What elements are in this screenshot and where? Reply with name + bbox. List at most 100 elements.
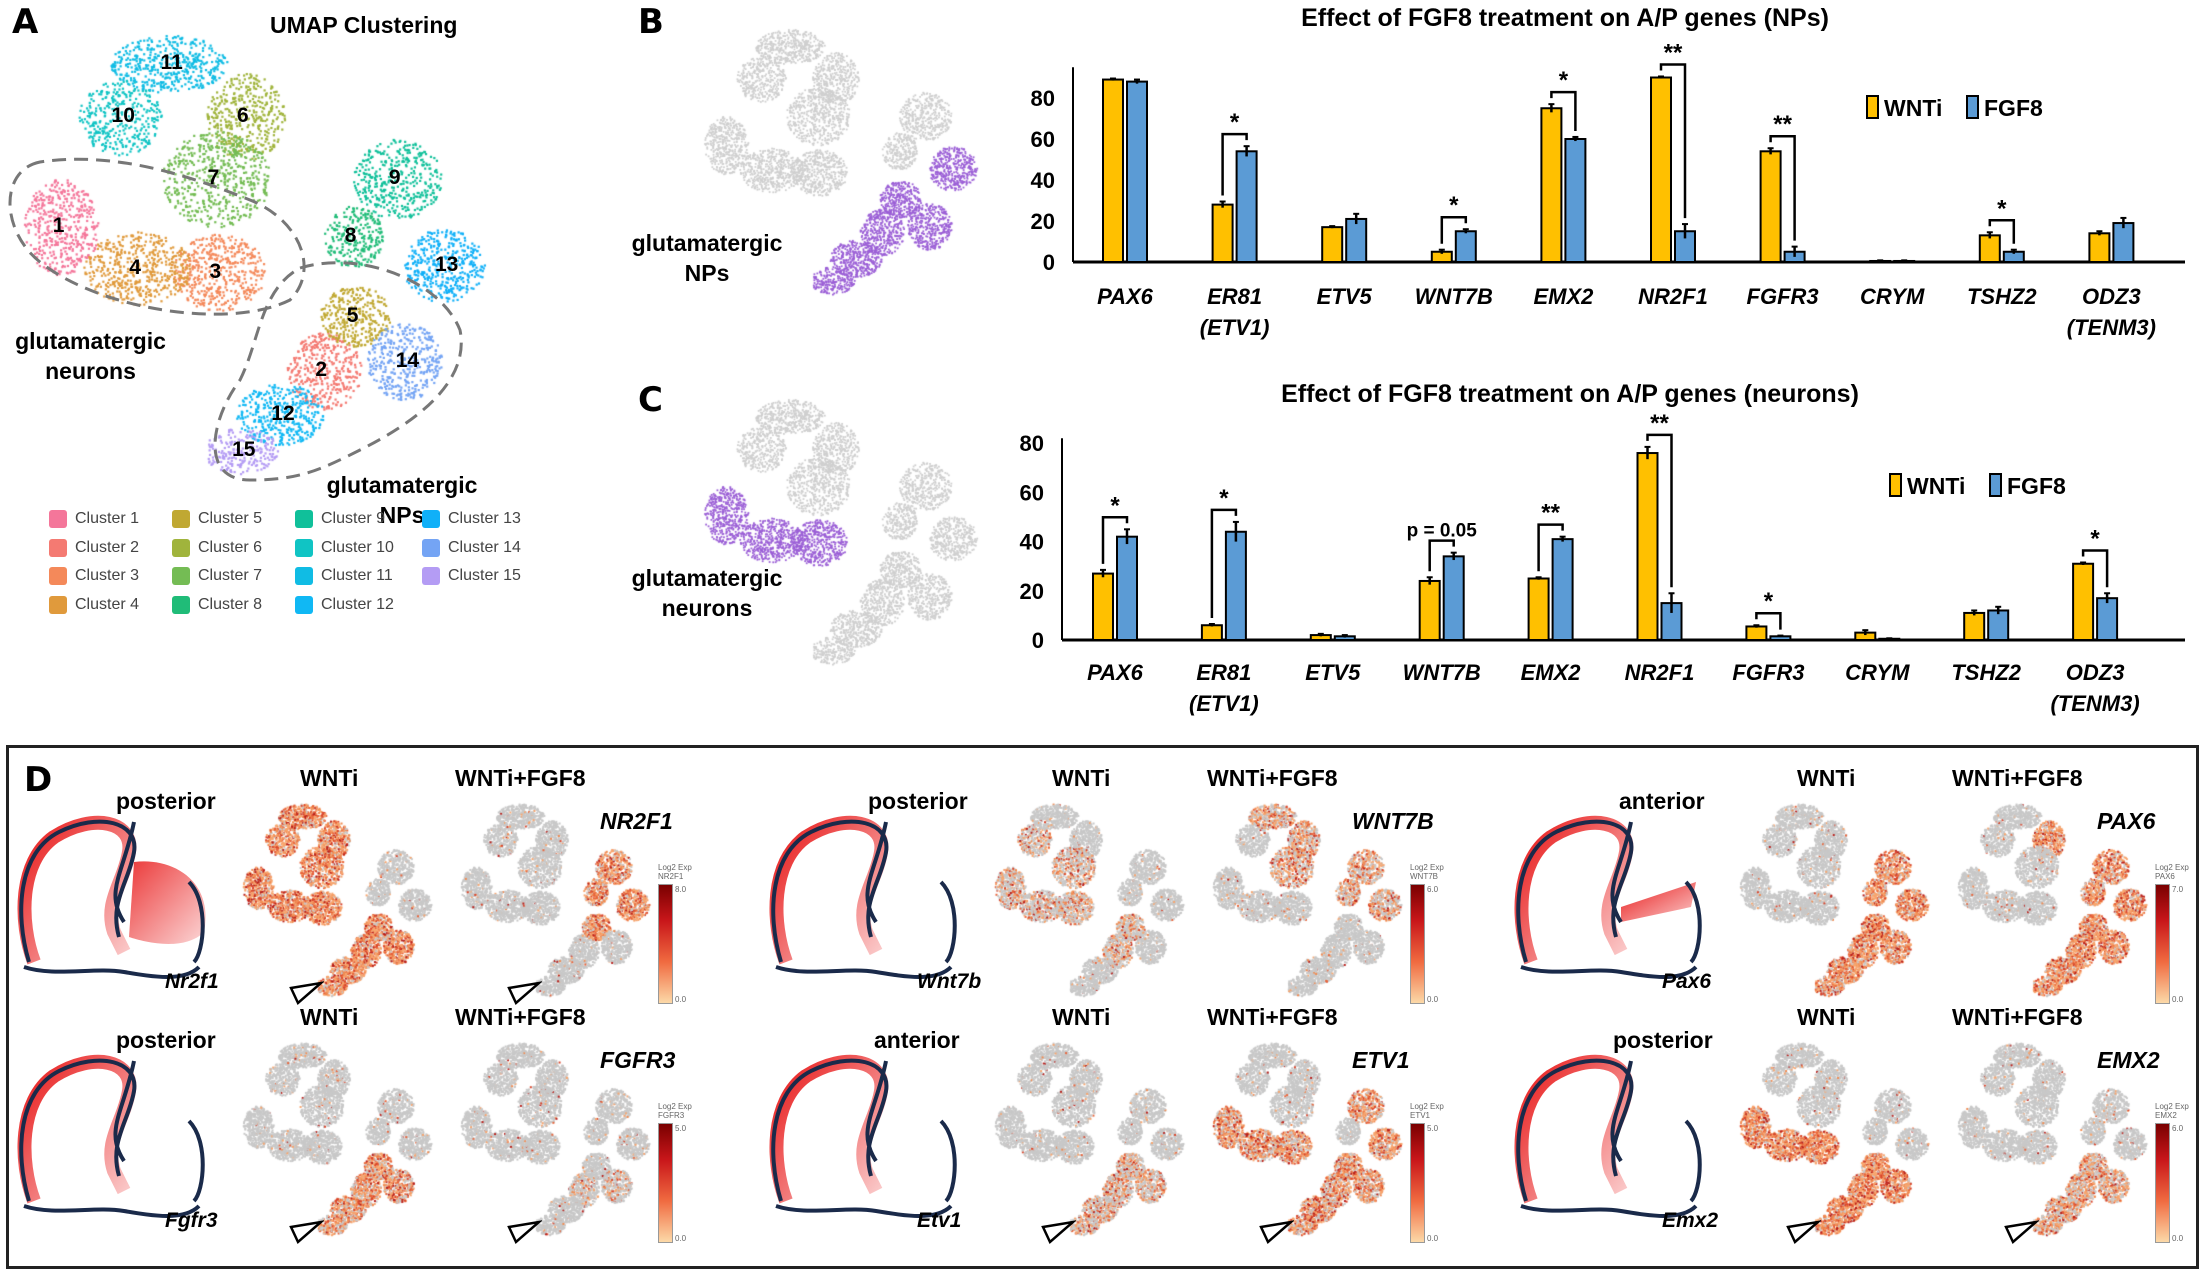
- significance-bracket: [1101, 516, 1129, 564]
- category-sublabel: (ETV1): [1200, 315, 1270, 340]
- brain-schematic-fgfr3: [17, 1054, 205, 1218]
- legend-item-cluster: Cluster 4: [49, 595, 140, 614]
- neuron-ap-genes-bar-chart: Effect of FGF8 treatment on A/P genes (n…: [1020, 380, 2185, 716]
- condition-wnti-fgf8-title: WNTi+FGF8: [1207, 1004, 1338, 1030]
- legend-item-cluster: Cluster 12: [295, 595, 394, 614]
- legend-item-cluster: Cluster 6: [172, 538, 262, 557]
- wnti-fgf8-expression-umap: [1198, 792, 1408, 1007]
- chart-title: Effect of FGF8 treatment on A/P genes (n…: [1281, 380, 1859, 408]
- region-label: anterior: [874, 1027, 960, 1053]
- legend-item-cluster: Cluster 11: [295, 567, 393, 585]
- wnti-expression-umap: [1725, 1031, 1935, 1246]
- significance-bracket: [1440, 215, 1468, 244]
- colorbar-min: 0.0: [1427, 995, 1439, 1004]
- region-label: posterior: [1613, 1027, 1713, 1053]
- y-tick-label: 20: [1020, 579, 1044, 604]
- legend-item-cluster: Cluster 9: [295, 510, 385, 528]
- legend-swatch: [49, 595, 67, 614]
- y-tick-label: 60: [1020, 480, 1044, 505]
- colorbar-title: Log2 Exp: [2155, 863, 2189, 872]
- mouse-gene-label: Etv1: [917, 1209, 962, 1232]
- colorbar-title: Log2 Exp: [1410, 1102, 1444, 1111]
- y-tick-label: 40: [1031, 168, 1055, 193]
- legend-label-fgf8: FGF8: [1984, 95, 2043, 121]
- region-label: posterior: [116, 1027, 216, 1053]
- mouse-gene-label: Fgfr3: [165, 1209, 218, 1232]
- brain-schematic-nr2f1: [17, 815, 206, 979]
- legend-item-cluster: Cluster 3: [49, 567, 139, 585]
- arrowhead-icon: [1259, 1220, 1294, 1245]
- bar-fgf8-odz3: [2112, 222, 2135, 264]
- legend-label-fgf8: FGF8: [2007, 473, 2066, 499]
- arrowhead-icon: [289, 1220, 324, 1245]
- legend-item-cluster: Cluster 14: [422, 538, 521, 557]
- neuron-umap-label: glutamatergic neurons: [631, 565, 783, 621]
- cluster-number-label: 12: [271, 401, 295, 425]
- colorbar-gene: ETV1: [1410, 1111, 1431, 1120]
- significance-bracket: [1537, 523, 1564, 572]
- significance-label: *: [1997, 195, 2007, 222]
- condition-wnti-title: WNTi: [1052, 1004, 1111, 1030]
- legend-label: Cluster 15: [448, 567, 521, 584]
- legend-swatch: [295, 567, 313, 585]
- expression-colorbar: [2155, 1123, 2170, 1243]
- category-sublabel: (TENM3): [2067, 315, 2156, 340]
- condition-wnti-title: WNTi: [300, 1004, 359, 1030]
- colorbar-min: 0.0: [675, 995, 687, 1004]
- legend-swatch: [172, 595, 190, 614]
- condition-wnti-title: WNTi: [1797, 765, 1856, 791]
- bar-fgf8-er81: [1235, 150, 1258, 263]
- legend-swatch-fgf8: [1966, 95, 1979, 119]
- condition-wnti-title: WNTi: [1797, 1004, 1856, 1030]
- condition-wnti-fgf8-title: WNTi+FGF8: [1207, 765, 1338, 791]
- category-label: ODZ3: [2066, 660, 2125, 685]
- legend-label: Cluster 12: [321, 595, 394, 613]
- bar-fgf8-pax6: [1116, 535, 1138, 641]
- arrowhead-icon: [2004, 1220, 2039, 1245]
- category-label: CRYM: [1845, 660, 1910, 685]
- bar-fgf8-pax6: [1126, 80, 1148, 263]
- cluster-number-label: 7: [207, 166, 220, 190]
- category-label: ER81: [1196, 660, 1251, 685]
- wnti-expression-umap: [1725, 792, 1935, 1007]
- legend-swatch-wnti: [1866, 95, 1879, 119]
- colorbar-max: 5.0: [1427, 1124, 1439, 1133]
- expression-colorbar: [658, 884, 673, 1004]
- np-ap-genes-bar-chart: Effect of FGF8 treatment on A/P genes (N…: [1031, 4, 2185, 340]
- cluster-number-label: 11: [160, 51, 183, 75]
- bar-wnti-odz3: [2088, 232, 2111, 264]
- panel-b-letter: B: [638, 2, 664, 42]
- cluster-number-label: 14: [395, 348, 420, 372]
- legend-label-wnti: WNTi: [1907, 473, 1965, 499]
- legend-swatch: [49, 510, 67, 528]
- arrowhead-icon: [1786, 1220, 1821, 1245]
- condition-wnti-title: WNTi: [1052, 765, 1111, 791]
- significance-bracket: [1769, 134, 1796, 241]
- brain-schematic-pax6: [1514, 815, 1702, 979]
- colorbar-title: Log2 Exp: [658, 1102, 692, 1111]
- panel-d-frame: [6, 745, 2199, 1269]
- cluster-number-label: 8: [344, 224, 357, 247]
- wnti-fgf8-expression-umap: [1943, 792, 2153, 1007]
- mouse-gene-label: Pax6: [1662, 970, 1712, 993]
- legend-label: Cluster 2: [75, 538, 140, 556]
- legend-label: Cluster 1: [75, 510, 140, 527]
- bar-wnti-tshz2: [1978, 234, 2001, 264]
- legend-item-cluster: Cluster 2: [49, 538, 140, 557]
- mouse-gene-label: Emx2: [1662, 1209, 1719, 1232]
- legend-label: Cluster 13: [448, 510, 521, 527]
- wnti-expression-umap: [228, 792, 438, 1007]
- y-tick-label: 80: [1031, 86, 1055, 111]
- wnti-fgf8-expression-umap: [1198, 1031, 1408, 1246]
- expression-colorbar: [1410, 884, 1425, 1004]
- category-label: ETV5: [1317, 284, 1373, 309]
- significance-label: **: [1541, 500, 1560, 527]
- panel-c-letter: C: [638, 380, 663, 420]
- legend-label: Cluster 4: [75, 595, 140, 613]
- brain-schematic-etv1: [769, 1054, 957, 1218]
- y-tick-label: 0: [1043, 250, 1055, 275]
- colorbar-title: Log2 Exp: [2155, 1102, 2189, 1111]
- colorbar-gene: FGFR3: [658, 1111, 685, 1120]
- colorbar-min: 0.0: [2172, 995, 2184, 1004]
- expression-colorbar: [658, 1123, 673, 1243]
